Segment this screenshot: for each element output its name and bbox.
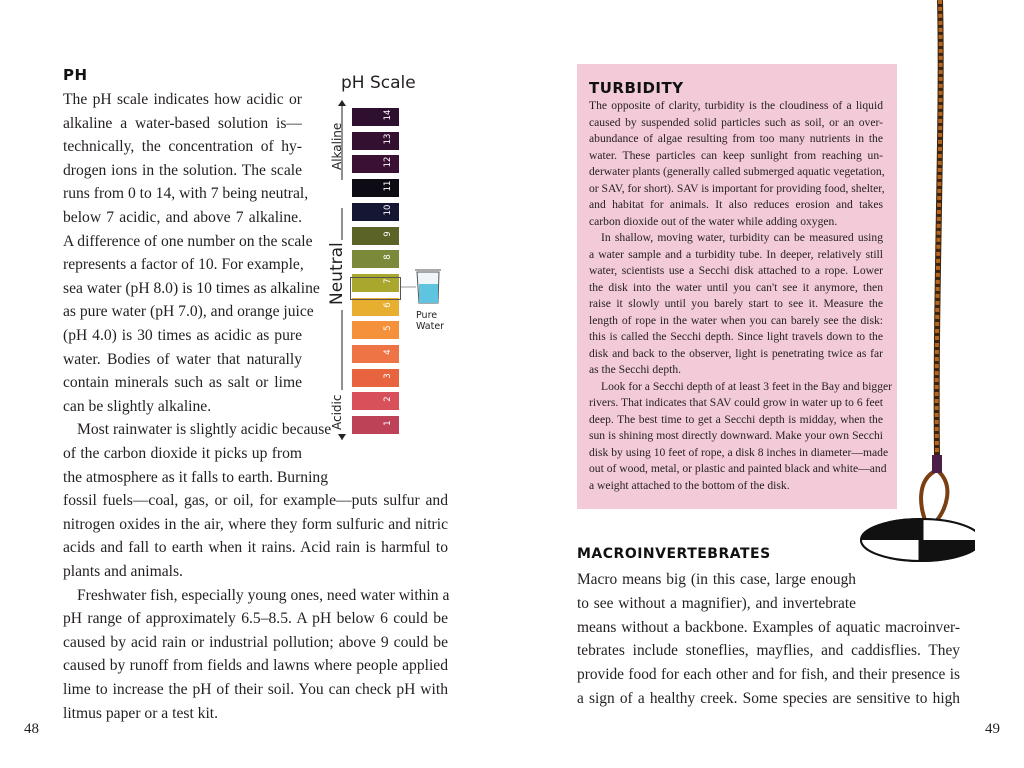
text-line: represents a factor of 10. For example, (63, 256, 304, 274)
text-line: In shallow, moving water, turbidity can … (601, 231, 883, 244)
text-line: can be slightly alkaline. (63, 397, 212, 415)
text-line: sun is shining most directly downward. M… (589, 429, 883, 442)
text-line: water. Bodies of water that naturally (63, 350, 302, 368)
ph-swatch-number: 2 (383, 396, 393, 403)
text-line: sea water (pH 8.0) is 10 times as alkali… (63, 279, 320, 297)
ph-swatch-3: 3 (352, 368, 399, 387)
text-line: caused by acid rain or industrial pollut… (63, 633, 448, 651)
text-line: and habitat for animals. It also reduces… (589, 198, 883, 211)
text-line: the disk into the water until you can't … (589, 280, 883, 294)
text-line: deep. The best time to get a Secchi dept… (589, 412, 883, 426)
text-line: caused by runoff from fields and lawns w… (63, 657, 448, 675)
text-line: A difference of one number on the scale (63, 232, 313, 250)
text-line: length of rope in the water when you can… (589, 313, 883, 327)
ph-swatch-13: 13 (352, 131, 399, 150)
ph-swatch-number: 13 (383, 133, 393, 145)
ph-swatch-number: 8 (383, 254, 393, 260)
text-line: means without a backbone. Examples of aq… (577, 618, 960, 636)
pure-water-label: Pure Water (416, 310, 445, 332)
ph-swatch-12: 12 (352, 155, 399, 174)
text-line: technically, the concentration of hy- (63, 138, 302, 156)
ph-swatch-4: 4 (352, 345, 399, 363)
text-line: disk by using 10 feet of rope, a disk 8 … (589, 445, 889, 459)
text-line: carbon dioxide out of the water while ad… (589, 214, 838, 228)
text-line: tebrates include stoneflies, mayflies, a… (577, 642, 960, 660)
macroinvertebrates-heading: MACROINVERTEBRATES (577, 546, 771, 562)
turbidity-heading: TURBIDITY (589, 79, 684, 97)
text-line: The pH scale indicates how acidic or (63, 91, 302, 108)
text-line: lime to increase the pH of their soil. Y… (63, 681, 448, 698)
text-line: nitrogen oxides in the air, where they f… (63, 515, 448, 533)
ph-swatch-number: 14 (383, 109, 393, 121)
text-line: a water sample and a turbidity tube. In … (589, 247, 883, 261)
ph-swatch-number: 1 (383, 420, 393, 426)
ph-swatch-number: 4 (383, 349, 393, 355)
text-line: raise it slowly until you barely start t… (589, 297, 883, 310)
page-number-right: 49 (985, 721, 1000, 737)
ph-swatch-9: 9 (352, 226, 399, 245)
text-line: to see without a magnifier), and inverte… (577, 594, 856, 612)
text-line: as pure water (pH 7.0), and orange juice (63, 303, 314, 321)
ph-swatch-number: 5 (383, 325, 393, 332)
ph-swatch-10: 10 (352, 202, 399, 221)
text-line: rivers. That indicates that SAV could gr… (589, 396, 883, 409)
text-line: Freshwater fish, especially young ones, … (77, 586, 450, 604)
ph-swatch-14: 14 (352, 108, 399, 126)
ph-swatch-7: 7 (352, 273, 399, 292)
ph-swatch-number: 10 (383, 204, 393, 216)
beaker-icon (415, 269, 441, 304)
text-line: water, scientists use a Secchi disk atta… (589, 264, 883, 277)
text-line: as the Secchi depth. (589, 363, 682, 376)
ph-swatch-number: 9 (383, 230, 393, 237)
text-line: out of wood, metal, or plastic and paint… (589, 462, 887, 475)
turbidity-sidebar: TURBIDITY (577, 64, 897, 509)
text-line: Macro means big (in this case, large eno… (577, 571, 856, 588)
text-line: The opposite of clarity, turbidity is th… (589, 99, 883, 112)
page-number-left: 48 (24, 721, 39, 737)
text-line: pH range of approximately 6.5–8.5. A pH … (63, 610, 448, 628)
text-line: plants and animals. (63, 563, 183, 580)
text-line: disk and back to the observer, light is … (589, 346, 883, 360)
secchi-disk-illustration (860, 0, 975, 562)
text-line: alkaline a water-based solution is— (63, 114, 302, 132)
text-line: litmus paper or a test kit. (63, 704, 219, 722)
ph-swatch-11: 11 (352, 179, 399, 198)
ph-heading: PH (63, 66, 88, 84)
text-line: below 7 acidic, and above 7 alkaline. (63, 209, 302, 226)
text-line: derwater plants (generally called submer… (589, 165, 885, 178)
text-line: a sign of a healthy creek. Some species … (577, 690, 960, 707)
text-line: provide food for each other and for fish… (577, 666, 960, 684)
text-line: fossil fuels—coal, gas, or oil, for exam… (63, 492, 448, 510)
ph-scale-arrows (338, 100, 416, 440)
text-line: water. These particles can keep sunlight… (589, 148, 883, 162)
text-line: of the carbon dioxide it picks up from (63, 445, 302, 462)
text-line: contain minerals such as salt or lime (63, 374, 302, 392)
text-line: or SAV, for short). SAV is important for… (589, 181, 885, 195)
text-line: acids and fall to earth when it rains. A… (63, 539, 448, 557)
ph-swatch-6: 6 (352, 297, 399, 316)
neutral-highlight (350, 277, 401, 300)
text-line: (pH 4.0) is 30 times as acidic as pure (63, 327, 302, 344)
ph-swatch-number: 11 (383, 180, 393, 192)
text-line: Look for a Secchi depth of at least 3 fe… (601, 379, 893, 393)
text-line: drogen ions in the solution. The scale (63, 161, 302, 179)
acidic-label: Acidic (330, 394, 344, 430)
text-line: Most rainwater is slightly acidic becaus… (77, 421, 332, 439)
ph-swatch-8: 8 (352, 250, 399, 269)
text-line: runs from 0 to 14, with 7 being neutral, (63, 185, 309, 203)
text-line: the atmosphere as it falls to earth. Bur… (63, 468, 329, 486)
ph-swatch-1: 1 (352, 416, 399, 435)
text-line: caused by suspended solid particles such… (589, 115, 883, 129)
alkaline-label: Alkaline (330, 122, 344, 170)
text-line: this is called the Secchi depth. Since l… (589, 330, 883, 343)
ph-swatch-2: 2 (352, 392, 399, 411)
text-line: a weight attached to the bottom of the d… (589, 478, 790, 492)
ph-scale-title: pH Scale (341, 73, 416, 93)
neutral-label: Neutral (327, 242, 347, 305)
text-line: abundance of algae resulting from too ma… (589, 132, 883, 145)
ph-swatch-number: 12 (383, 156, 393, 168)
ph-swatch-number: 3 (383, 372, 393, 379)
ph-swatch-5: 5 (352, 321, 399, 340)
